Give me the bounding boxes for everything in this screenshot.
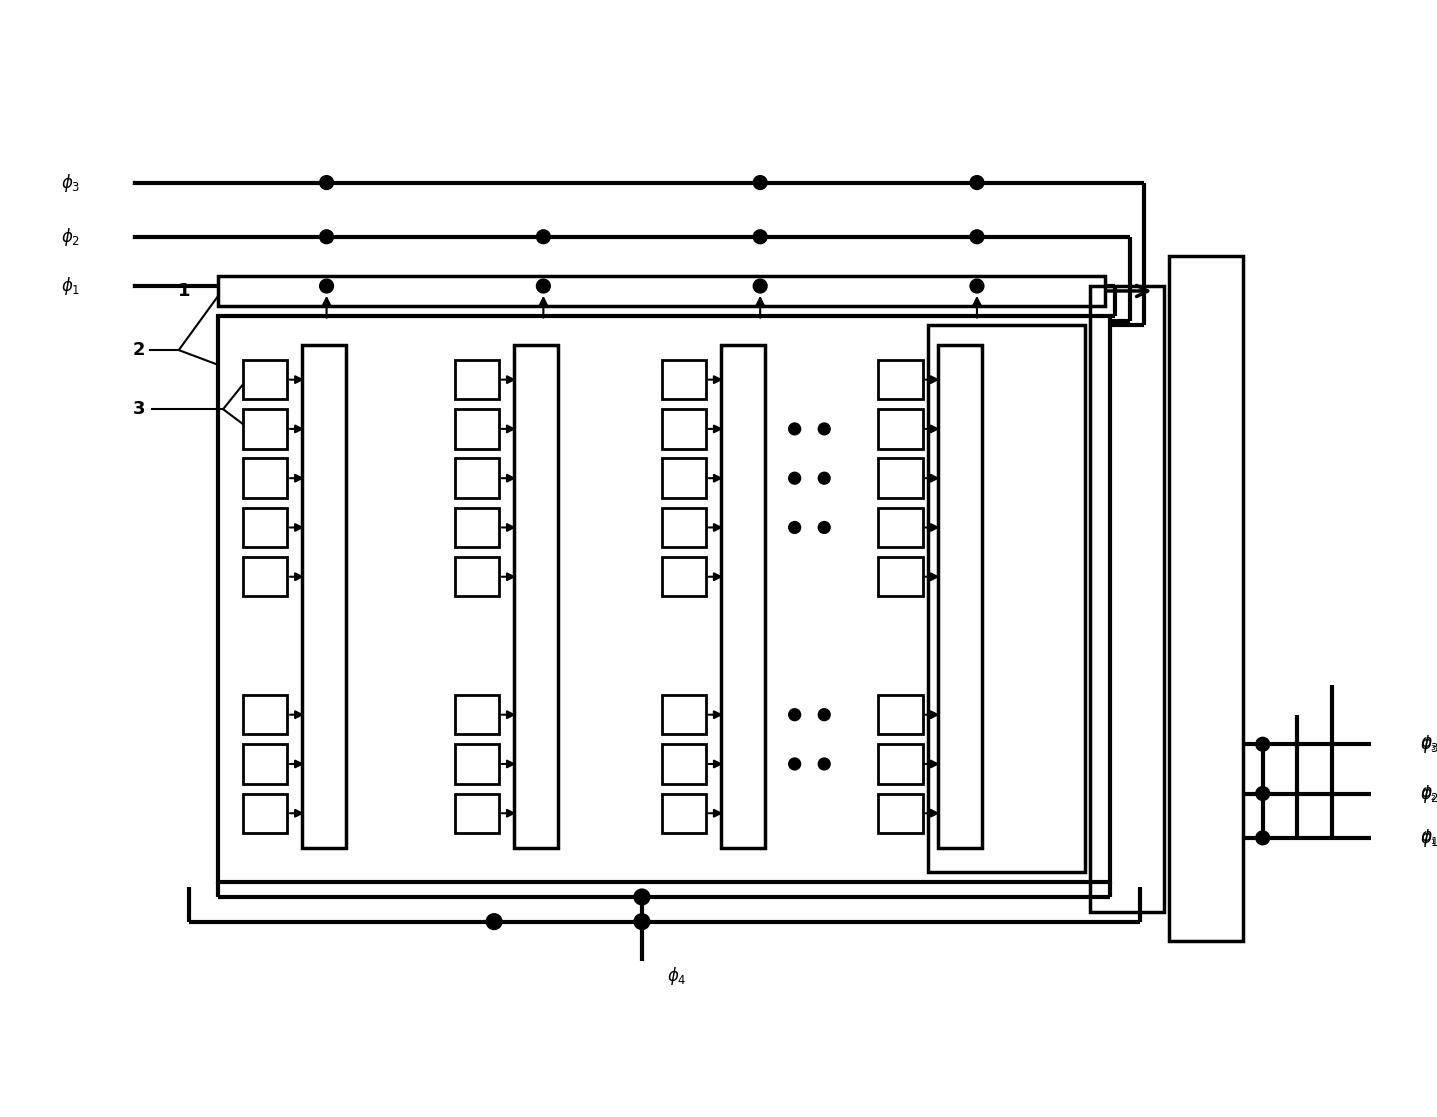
Circle shape — [108, 274, 131, 298]
Circle shape — [1374, 784, 1392, 803]
Bar — [661, 793, 706, 833]
Bar — [514, 345, 558, 848]
Circle shape — [536, 279, 550, 293]
Bar — [721, 345, 764, 848]
Circle shape — [1256, 737, 1270, 751]
Bar — [454, 695, 499, 734]
Circle shape — [634, 889, 650, 905]
Bar — [454, 409, 499, 449]
Text: $\phi_2$: $\phi_2$ — [60, 226, 80, 248]
Bar — [878, 458, 923, 498]
Bar — [218, 276, 1105, 306]
Bar — [454, 458, 499, 498]
Bar — [243, 458, 287, 498]
Text: $\phi_2$: $\phi_2$ — [1420, 783, 1437, 804]
Bar — [661, 744, 706, 784]
Circle shape — [818, 522, 831, 534]
Circle shape — [1256, 786, 1270, 801]
Circle shape — [753, 175, 767, 190]
Text: $\phi_1$: $\phi_1$ — [1420, 827, 1437, 849]
Circle shape — [970, 175, 984, 190]
Bar — [661, 360, 706, 400]
Bar — [243, 508, 287, 547]
Text: $\phi_3$: $\phi_3$ — [60, 172, 80, 193]
Bar — [661, 557, 706, 596]
Text: $φ_₁$: $φ_₁$ — [1420, 829, 1437, 847]
Bar — [661, 458, 706, 498]
Bar — [928, 325, 1085, 872]
Circle shape — [319, 230, 333, 244]
Circle shape — [818, 423, 831, 435]
Bar — [878, 744, 923, 784]
Circle shape — [486, 914, 502, 929]
Bar — [878, 793, 923, 833]
Bar — [878, 557, 923, 596]
Text: $\phi_4$: $\phi_4$ — [667, 965, 687, 986]
Bar — [243, 360, 287, 400]
Circle shape — [753, 230, 767, 244]
Bar — [302, 345, 346, 848]
Bar — [661, 409, 706, 449]
Bar — [937, 345, 981, 848]
Bar — [661, 695, 706, 734]
Bar — [454, 508, 499, 547]
Circle shape — [319, 175, 333, 190]
Bar — [454, 557, 499, 596]
Text: $\phi_1$: $\phi_1$ — [60, 275, 80, 297]
Circle shape — [632, 963, 652, 983]
Bar — [661, 508, 706, 547]
Circle shape — [1256, 831, 1270, 844]
Circle shape — [789, 423, 800, 435]
Bar — [878, 360, 923, 400]
Circle shape — [753, 279, 767, 293]
Bar — [454, 793, 499, 833]
Text: $\phi_3$: $\phi_3$ — [1420, 733, 1437, 755]
Text: 2: 2 — [134, 341, 145, 359]
Bar — [878, 508, 923, 547]
Text: $φ_₃$: $φ_₃$ — [1420, 735, 1437, 753]
Bar — [454, 360, 499, 400]
Circle shape — [818, 472, 831, 484]
Circle shape — [818, 758, 831, 770]
Circle shape — [1374, 828, 1392, 848]
Circle shape — [108, 171, 131, 194]
Bar — [243, 409, 287, 449]
Circle shape — [1374, 734, 1392, 754]
Circle shape — [108, 225, 131, 249]
Bar — [878, 409, 923, 449]
Text: 1: 1 — [177, 281, 190, 300]
Circle shape — [789, 758, 800, 770]
Bar — [243, 744, 287, 784]
Circle shape — [970, 230, 984, 244]
Circle shape — [818, 709, 831, 720]
Circle shape — [970, 279, 984, 293]
Circle shape — [319, 279, 333, 293]
Bar — [454, 744, 499, 784]
Bar — [1091, 286, 1164, 911]
Text: $φ_₂$: $φ_₂$ — [1420, 784, 1437, 802]
Bar — [1170, 257, 1243, 942]
Bar — [243, 793, 287, 833]
Circle shape — [789, 709, 800, 720]
Circle shape — [789, 472, 800, 484]
Circle shape — [634, 914, 650, 929]
Bar — [878, 695, 923, 734]
Circle shape — [789, 522, 800, 534]
Bar — [218, 316, 1109, 882]
Bar — [243, 695, 287, 734]
Text: 3: 3 — [134, 400, 145, 418]
Circle shape — [536, 230, 550, 244]
Bar — [243, 557, 287, 596]
